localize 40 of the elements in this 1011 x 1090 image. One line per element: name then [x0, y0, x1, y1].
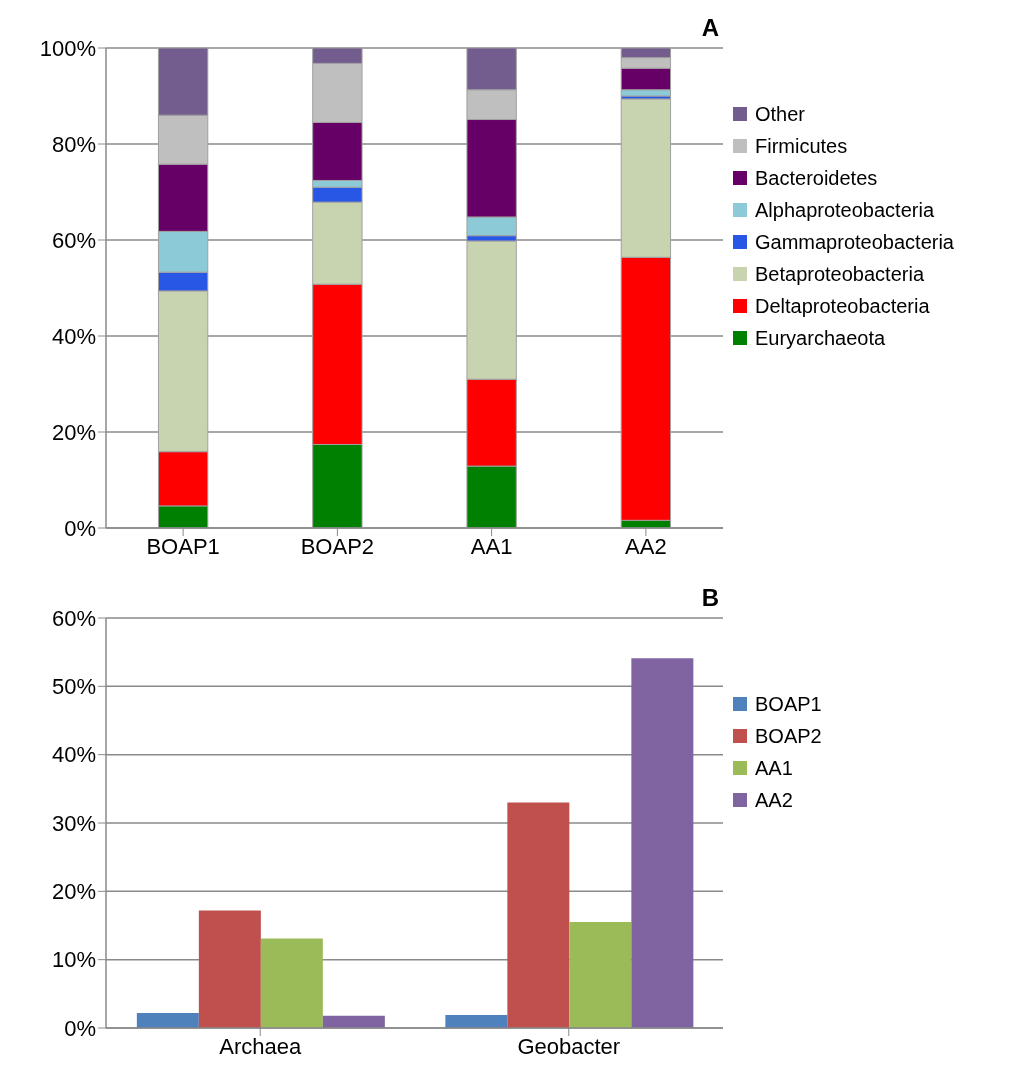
y-tick-label: 10%	[51, 947, 96, 973]
legend-label: BOAP1	[755, 692, 822, 716]
x-tick-label: BOAP2	[300, 533, 375, 559]
legend-label: AA1	[755, 756, 793, 780]
bar	[507, 802, 570, 1028]
x-tick-label: AA1	[470, 533, 513, 559]
y-tick-label: 80%	[51, 131, 96, 157]
legend-label: BOAP2	[755, 724, 822, 748]
y-tick-label: 50%	[51, 674, 96, 700]
legend-label: Gammaproteobacteria	[755, 230, 954, 254]
bar	[198, 910, 261, 1028]
x-tick-label: AA2	[625, 533, 667, 559]
y-tick-label: 0%	[64, 515, 96, 541]
legend-label: AA2	[755, 788, 793, 812]
y-tick-label: 40%	[51, 742, 96, 768]
legend-label: Alphaproteobacteria	[755, 198, 935, 222]
bar	[136, 1012, 199, 1028]
bar	[631, 658, 694, 1028]
legend-label: Deltaproteobacteria	[755, 294, 930, 318]
x-tick-label: BOAP1	[146, 533, 220, 559]
y-tick-label: 60%	[51, 227, 96, 253]
legend-label: Euryarchaeota	[755, 326, 886, 350]
x-tick-label: Geobacter	[517, 1033, 621, 1059]
bar	[569, 922, 632, 1028]
x-tick-label: Archaea	[219, 1033, 302, 1059]
bar	[260, 938, 323, 1028]
legend-label: Other	[755, 102, 806, 126]
legend-label: Bacteroidetes	[755, 166, 878, 190]
y-tick-label: 60%	[51, 605, 96, 631]
chart-title: A	[701, 14, 719, 41]
legend-label: Betaproteobacteria	[755, 262, 925, 286]
y-tick-label: 20%	[51, 419, 96, 445]
y-tick-label: 0%	[64, 1015, 96, 1041]
chart-title: B	[701, 584, 719, 611]
y-tick-label: 100%	[39, 35, 96, 61]
y-tick-label: 40%	[51, 323, 96, 349]
legend-label: Firmicutes	[755, 134, 848, 158]
y-tick-label: 20%	[51, 879, 96, 905]
y-tick-label: 30%	[51, 810, 96, 836]
bar	[445, 1015, 508, 1028]
